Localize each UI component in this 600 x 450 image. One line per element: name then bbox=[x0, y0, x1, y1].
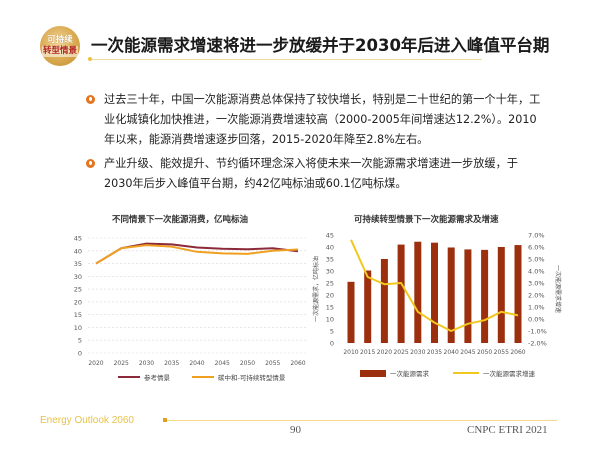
x-tick-label: 2035 bbox=[427, 349, 442, 356]
y-tick-label: 40 bbox=[74, 247, 82, 255]
x-tick-label: 2035 bbox=[164, 360, 179, 367]
x-tick-label: 2055 bbox=[494, 349, 509, 356]
logo-line1: 可持续 bbox=[47, 35, 73, 45]
x-tick-label: 2025 bbox=[114, 360, 129, 367]
y2-tick-label: 0.0% bbox=[528, 316, 545, 324]
bullet-text: 产业升级、能效提升、节约循环理念深入将使未来一次能源需求增速进一步放缓，于203… bbox=[104, 157, 518, 190]
y-tick-label: 5 bbox=[330, 328, 334, 336]
bullet-item: 过去三十年，中国一次能源消费总体保持了较快增长，特别是二十世纪的第一个十年，工业… bbox=[86, 90, 541, 150]
bar bbox=[347, 281, 355, 343]
y2-tick-label: 6.0% bbox=[528, 244, 545, 252]
y-tick-label: 25 bbox=[326, 280, 334, 288]
x-tick-label: 2040 bbox=[444, 349, 459, 356]
footer-rule-dot bbox=[163, 418, 167, 422]
x-tick-label: 2045 bbox=[215, 360, 230, 367]
footer-publisher: CNPC ETRI 2021 bbox=[467, 424, 548, 436]
x-tick-label: 2030 bbox=[410, 349, 425, 356]
logo-line2: 转型情景 bbox=[41, 46, 78, 57]
y2-tick-label: 5.0% bbox=[528, 256, 545, 264]
x-tick-label: 2030 bbox=[139, 360, 154, 367]
chart-title: 可持续转型情景下一次能源需求及增速 bbox=[354, 215, 499, 225]
x-tick-label: 2020 bbox=[88, 360, 103, 367]
y2-tick-label: -2.0% bbox=[528, 340, 547, 348]
legend-swatch-demand bbox=[360, 369, 386, 377]
bullet-list: 过去三十年，中国一次能源消费总体保持了较快增长，特别是二十世纪的第一个十年，工业… bbox=[86, 90, 541, 198]
y2-tick-label: 2.0% bbox=[528, 292, 545, 300]
x-tick-label: 2010 bbox=[343, 349, 358, 356]
y-tick-label: 45 bbox=[74, 235, 82, 243]
chart-legend: 参考情景 碳中和-可持续转型情景 bbox=[118, 372, 285, 382]
y-tick-label: 20 bbox=[74, 298, 82, 306]
y-tick-label: 5 bbox=[78, 337, 82, 345]
scenario-logo: 可持续 转型情景 bbox=[40, 26, 80, 66]
bar bbox=[380, 259, 388, 343]
y-tick-label: 35 bbox=[74, 260, 82, 268]
footer-divider bbox=[167, 420, 557, 421]
bar bbox=[497, 247, 505, 343]
legend-swatch-carbon-neutral bbox=[192, 376, 214, 378]
legend-swatch-reference bbox=[118, 376, 140, 378]
x-tick-label: 2060 bbox=[290, 360, 305, 367]
y2-tick-label: 1.0% bbox=[528, 304, 545, 312]
title-rule-dot bbox=[88, 57, 92, 61]
y-tick-label: 35 bbox=[326, 256, 334, 264]
x-tick-label: 2050 bbox=[240, 360, 255, 367]
y-tick-label: 40 bbox=[326, 244, 334, 252]
bar bbox=[414, 241, 422, 343]
legend-label: 一次能源需求 bbox=[390, 370, 429, 378]
x-tick-label: 2040 bbox=[189, 360, 204, 367]
bar bbox=[447, 247, 455, 343]
y-tick-label: 30 bbox=[326, 268, 334, 276]
y-tick-label: 15 bbox=[326, 304, 334, 312]
chart-legend: 一次能源需求 一次能源需求增速 bbox=[360, 368, 535, 378]
bar bbox=[431, 242, 438, 343]
line-chart-consumption: 不同情景下一次能源消费，亿吨标油 0 5 10 15 20 25 30 35 40 45 2020 2… bbox=[70, 205, 310, 390]
legend-label: 一次能源需求增速 bbox=[483, 370, 535, 378]
growth-line bbox=[350, 239, 519, 332]
bullet-text: 过去三十年，中国一次能源消费总体保持了较快增长，特别是二十世纪的第一个十年，工业… bbox=[104, 93, 541, 146]
bullet-icon bbox=[86, 95, 95, 104]
x-tick-label: 2015 bbox=[360, 349, 375, 356]
y-tick-label: 15 bbox=[74, 311, 82, 319]
x-tick-label: 2020 bbox=[377, 349, 392, 356]
series-line bbox=[95, 244, 299, 265]
x-tick-label: 2025 bbox=[393, 349, 408, 356]
bar bbox=[397, 244, 405, 343]
bar bbox=[481, 249, 489, 343]
x-tick-label: 2060 bbox=[510, 349, 525, 356]
y-tick-label: 0 bbox=[78, 350, 82, 358]
bar bbox=[514, 245, 522, 343]
x-tick-label: 2050 bbox=[477, 349, 492, 356]
y2-tick-label: -1.0% bbox=[528, 328, 547, 336]
x-tick-label: 2055 bbox=[265, 360, 280, 367]
y-tick-label: 10 bbox=[326, 316, 334, 324]
title-divider bbox=[92, 59, 482, 60]
chart-title: 不同情景下一次能源消费，亿吨标油 bbox=[112, 215, 249, 225]
bar-chart-demand: 可持续转型情景下一次能源需求及增速 0 5 10 15 20 25 30 35 40 45 7.0%… bbox=[310, 205, 565, 390]
y2-axis-label: 一次能源需求增速 bbox=[554, 265, 562, 313]
legend-swatch-growth bbox=[453, 372, 479, 374]
y-tick-label: 0 bbox=[330, 340, 334, 348]
bullet-icon bbox=[86, 159, 95, 168]
y-tick-label: 25 bbox=[74, 286, 82, 294]
y-tick-label: 10 bbox=[74, 324, 82, 332]
page-number: 90 bbox=[290, 424, 301, 436]
y2-tick-label: 3.0% bbox=[528, 280, 545, 288]
y2-tick-label: 4.0% bbox=[528, 268, 545, 276]
legend-label: 碳中和-可持续转型情景 bbox=[218, 374, 286, 382]
y-tick-label: 30 bbox=[74, 273, 82, 281]
bar bbox=[364, 270, 372, 343]
footer-report-name: Energy Outlook 2060 bbox=[40, 415, 134, 426]
legend-label: 参考情景 bbox=[144, 374, 170, 382]
y-axis-label: 一次能源需求，亿吨标油 bbox=[312, 256, 320, 322]
bar bbox=[464, 249, 472, 343]
bullet-item: 产业升级、能效提升、节约循环理念深入将使未来一次能源需求增速进一步放缓，于203… bbox=[86, 154, 541, 194]
y2-tick-label: 7.0% bbox=[528, 232, 545, 240]
page-title: 一次能源需求增速将进一步放缓并于2030年后进入峰值平台期 bbox=[91, 36, 550, 55]
y-tick-label: 45 bbox=[326, 232, 334, 240]
x-tick-label: 2045 bbox=[460, 349, 475, 356]
y-tick-label: 20 bbox=[326, 292, 334, 300]
